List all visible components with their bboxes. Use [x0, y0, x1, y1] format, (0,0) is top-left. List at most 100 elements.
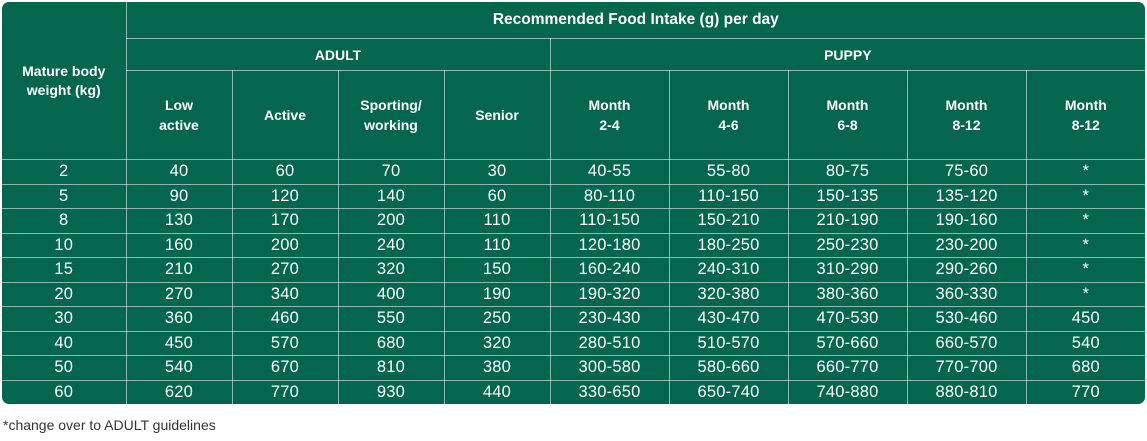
intake-cell: 210-190 — [787, 208, 908, 234]
intake-cell: 360 — [125, 306, 233, 332]
table-row: 20 270 340 400 190 190-320 320-380 380-360 360-3… — [2, 281, 1145, 307]
intake-cell: 150 — [443, 257, 551, 283]
weight-cell: 40 — [2, 330, 127, 356]
mature-body-weight-header: Mature body weight (kg) — [2, 2, 127, 160]
column-header-line: Active — [263, 107, 307, 123]
intake-cell: 810 — [337, 355, 445, 381]
intake-cell: 670 — [231, 355, 339, 381]
column-header-line: Month — [707, 97, 750, 113]
column-header: Month 4-6 — [668, 70, 789, 160]
intake-cell: 150-210 — [668, 208, 789, 234]
intake-cell: 40-55 — [549, 159, 670, 185]
intake-cell: 250 — [443, 306, 551, 332]
column-header-line: active — [159, 117, 199, 133]
table-body: 2 40 60 70 30 40-55 55-80 80-75 75-60 * 5 90 120 140 6… — [2, 159, 1145, 404]
intake-cell: * — [1025, 183, 1145, 209]
intake-cell: 190 — [443, 281, 551, 307]
intake-cell: 180-250 — [668, 232, 789, 258]
table-row: 8 130 170 200 110 110-150 150-210 210-190 190-16… — [2, 208, 1145, 234]
intake-cell: 160 — [125, 232, 233, 258]
intake-cell: 140 — [337, 183, 445, 209]
intake-cell: 430-470 — [668, 306, 789, 332]
table-row: 10 160 200 240 110 120-180 180-250 250-230 230-2… — [2, 232, 1145, 258]
intake-cell: 200 — [337, 208, 445, 234]
intake-cell: 240 — [337, 232, 445, 258]
intake-cell: 110-150 — [668, 183, 789, 209]
table-header: Mature body weight (kg) Recommended Food… — [2, 2, 1145, 160]
weight-cell: 2 — [2, 159, 127, 185]
intake-cell: 270 — [231, 257, 339, 283]
table-row: 40 450 570 680 320 280-510 510-570 570-660 660-5… — [2, 330, 1145, 356]
intake-cell: 460 — [231, 306, 339, 332]
table-row: 5 90 120 140 60 80-110 110-150 150-135 135-120 * — [2, 183, 1145, 209]
intake-cell: 80-75 — [787, 159, 908, 185]
column-header-line: Month — [588, 97, 631, 113]
intake-cell: 250-230 — [787, 232, 908, 258]
intake-cell: 360-330 — [906, 281, 1027, 307]
intake-cell: 120 — [231, 183, 339, 209]
intake-cell: 450 — [125, 330, 233, 356]
intake-cell: 930 — [337, 379, 445, 404]
weight-cell: 5 — [2, 183, 127, 209]
intake-cell: 680 — [337, 330, 445, 356]
intake-cell: 55-80 — [668, 159, 789, 185]
intake-cell: 550 — [337, 306, 445, 332]
intake-cell: 30 — [443, 159, 551, 185]
intake-cell: 135-120 — [906, 183, 1027, 209]
intake-cell: 80-110 — [549, 183, 670, 209]
column-header-line: Sporting/ — [360, 97, 422, 113]
column-header-line: Month — [1064, 97, 1107, 113]
column-header: Senior — [443, 70, 551, 160]
intake-cell: 740-880 — [787, 379, 908, 404]
intake-cell: 160-240 — [549, 257, 670, 283]
intake-cell: * — [1025, 208, 1145, 234]
intake-cell: 60 — [231, 159, 339, 185]
column-header-line: working — [364, 117, 418, 133]
intake-cell: 380-360 — [787, 281, 908, 307]
column-header: Month 6-8 — [787, 70, 908, 160]
intake-cell: 40 — [125, 159, 233, 185]
intake-cell: 580-660 — [668, 355, 789, 381]
intake-cell: 190-160 — [906, 208, 1027, 234]
intake-cell: 540 — [1025, 330, 1145, 356]
intake-cell: 270 — [125, 281, 233, 307]
column-header-line: 2-4 — [599, 117, 620, 133]
intake-cell: 620 — [125, 379, 233, 404]
footnote: *change over to ADULT guidelines — [3, 417, 216, 433]
intake-cell: 110 — [443, 208, 551, 234]
intake-cell: * — [1025, 257, 1145, 283]
intake-cell: 510-570 — [668, 330, 789, 356]
column-header: Sporting/working — [337, 70, 445, 160]
weight-cell: 60 — [2, 379, 127, 404]
intake-cell: 470-530 — [787, 306, 908, 332]
intake-cell: 200 — [231, 232, 339, 258]
intake-cell: 150-135 — [787, 183, 908, 209]
table-row: 15 210 270 320 150 160-240 240-310 310-290 290-2… — [2, 257, 1145, 283]
intake-cell: 300-580 — [549, 355, 670, 381]
weight-cell: 15 — [2, 257, 127, 283]
intake-cell: 770 — [231, 379, 339, 404]
intake-cell: 650-740 — [668, 379, 789, 404]
intake-cell: 660-570 — [906, 330, 1027, 356]
intake-cell: 540 — [125, 355, 233, 381]
table-title: Recommended Food Intake (g) per day — [125, 2, 1145, 39]
intake-cell: 170 — [231, 208, 339, 234]
intake-cell: * — [1025, 232, 1145, 258]
column-header-line: Senior — [475, 107, 519, 123]
table-row: 2 40 60 70 30 40-55 55-80 80-75 75-60 * — [2, 159, 1145, 185]
weight-cell: 8 — [2, 208, 127, 234]
column-header-line: 8-12 — [952, 117, 981, 133]
intake-cell: 130 — [125, 208, 233, 234]
column-header: Month 2-4 — [549, 70, 670, 160]
intake-cell: 450 — [1025, 306, 1145, 332]
intake-cell: 660-770 — [787, 355, 908, 381]
intake-cell: 120-180 — [549, 232, 670, 258]
column-header-line: Month — [826, 97, 869, 113]
table-row: 30 360 460 550 250 230-430 430-470 470-530 530-4… — [2, 306, 1145, 332]
intake-cell: 570 — [231, 330, 339, 356]
intake-cell: 70 — [337, 159, 445, 185]
weight-cell: 20 — [2, 281, 127, 307]
intake-cell: 90 — [125, 183, 233, 209]
food-intake-table: Mature body weight (kg) Recommended Food… — [2, 2, 1145, 404]
column-header-line: 4-6 — [718, 117, 739, 133]
